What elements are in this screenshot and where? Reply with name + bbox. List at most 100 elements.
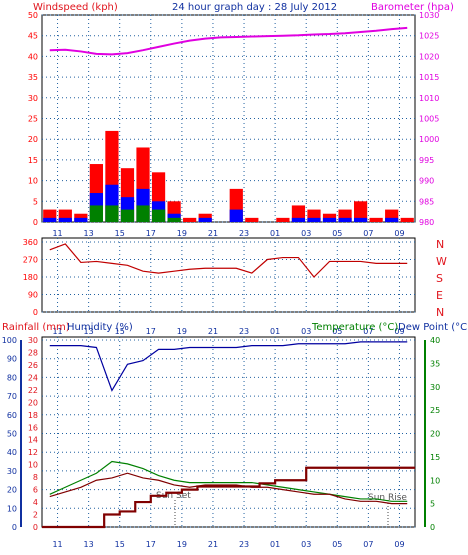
- compass-label: S: [436, 272, 443, 285]
- direction-tick-label: 90: [28, 291, 38, 300]
- rain-tick-label: 22: [28, 386, 38, 395]
- compass-label: N: [436, 306, 444, 319]
- wind-tick-label: 20: [28, 135, 38, 144]
- speed-bar: [385, 217, 399, 222]
- rain-tick-label: 12: [28, 448, 38, 457]
- x-tick-label: 11: [52, 327, 62, 336]
- x-tick-label: 19: [177, 540, 187, 549]
- baro-tick-label: 1025: [419, 32, 439, 41]
- temperature-line: [49, 460, 408, 502]
- barometer-line: [49, 26, 408, 56]
- rain-tick-label: 2: [33, 511, 38, 520]
- average-bar: [136, 205, 150, 222]
- speed-bar: [58, 217, 72, 222]
- compass-label: E: [436, 289, 443, 302]
- baro-tick-label: 1005: [419, 115, 439, 124]
- speed-bar: [43, 217, 57, 222]
- rain-tick-label: 10: [28, 461, 38, 470]
- temp-tick-label: 10: [430, 476, 440, 485]
- x-tick-label: 23: [239, 229, 249, 238]
- baro-tick-label: 985: [419, 197, 434, 206]
- x-tick-label: 05: [332, 540, 342, 549]
- x-tick-label: 01: [270, 229, 280, 238]
- gust-bar: [245, 217, 259, 222]
- wind-tick-label: 15: [28, 156, 38, 165]
- x-tick-label: 15: [115, 229, 125, 238]
- speed-bar: [291, 217, 306, 222]
- x-tick-label: 21: [208, 229, 218, 238]
- humidity-tick-label: 100: [2, 336, 17, 345]
- humidity-tick-label: 10: [7, 504, 17, 513]
- rain-tick-label: 16: [28, 423, 38, 432]
- baro-tick-label: 1020: [419, 52, 439, 61]
- temp-tick-label: 25: [430, 406, 440, 415]
- baro-tick-label: 980: [419, 218, 434, 227]
- rainfall-line: [42, 466, 415, 529]
- x-tick-label: 09: [394, 229, 404, 238]
- x-tick-label: 19: [177, 229, 187, 238]
- rain-tick-label: 6: [33, 486, 38, 495]
- x-tick-label: 07: [363, 540, 373, 549]
- x-tick-label: 05: [332, 327, 342, 336]
- humidity-tick-label: 30: [7, 467, 17, 476]
- speed-bar: [229, 209, 243, 222]
- dewpoint-axis-label: Dew Point (°C): [398, 322, 468, 333]
- speed-bar: [74, 217, 88, 222]
- sunrise-label: Sun Rise: [368, 493, 407, 503]
- sunset-label: Sun Set: [156, 491, 191, 501]
- x-tick-label: 09: [394, 327, 404, 336]
- temp-tick-label: 40: [430, 336, 440, 345]
- speed-bar: [338, 217, 352, 222]
- x-tick-label: 17: [146, 327, 156, 336]
- humidity-axis-label: Humidity (%): [67, 322, 133, 333]
- bottom-plot-area: [41, 336, 416, 528]
- humidity-tick-label: 20: [7, 486, 17, 495]
- x-tick-label: 03: [301, 540, 311, 549]
- baro-tick-label: 1010: [419, 94, 439, 103]
- direction-tick-label: 180: [23, 273, 38, 282]
- speed-bar: [307, 217, 321, 222]
- humidity-tick-label: 40: [7, 448, 17, 457]
- rain-tick-label: 24: [28, 373, 38, 382]
- wind-tick-label: 50: [28, 11, 38, 20]
- average-bar: [89, 205, 104, 222]
- rain-tick-label: 26: [28, 361, 38, 370]
- rain-tick-label: 0: [33, 523, 38, 532]
- temperature-axis-label: Temperature (°C): [311, 322, 398, 333]
- wind-tick-label: 0: [33, 218, 38, 227]
- baro-tick-label: 1015: [419, 73, 439, 82]
- wind-tick-label: 35: [28, 73, 38, 82]
- humidity-tick-label: 70: [7, 392, 17, 401]
- x-tick-label: 07: [363, 327, 373, 336]
- wind-barometer-panel: Windspeed (kph) 24 hour graph day : 28 J…: [28, 2, 454, 238]
- wind-axis-label: Windspeed (kph): [33, 2, 118, 13]
- average-bar: [167, 217, 181, 222]
- x-tick-label: 03: [301, 327, 311, 336]
- humidity-tick-label: 50: [7, 430, 17, 439]
- rain-tick-label: 18: [28, 411, 38, 420]
- x-tick-label: 21: [208, 327, 218, 336]
- barometer-axis-label: Barometer (hpa): [371, 2, 454, 13]
- compass-label: N: [436, 238, 444, 251]
- humidity-tick-label: 0: [12, 523, 17, 532]
- x-tick-label: 11: [52, 229, 62, 238]
- x-tick-label: 15: [115, 327, 125, 336]
- x-tick-label: 11: [52, 540, 62, 549]
- baro-tick-label: 1030: [419, 11, 439, 20]
- temp-tick-label: 30: [430, 383, 440, 392]
- average-bar: [151, 209, 166, 222]
- dewpoint-line: [49, 472, 408, 505]
- x-tick-label: 17: [146, 229, 156, 238]
- wind-tick-label: 25: [28, 115, 38, 124]
- x-tick-label: 05: [332, 229, 342, 238]
- average-bar: [120, 209, 135, 222]
- x-tick-label: 13: [84, 229, 94, 238]
- x-tick-label: 03: [301, 229, 311, 238]
- x-tick-label: 01: [270, 540, 280, 549]
- rain-tick-label: 30: [28, 336, 38, 345]
- mid-plot-area: [41, 237, 416, 313]
- temp-tick-label: 20: [430, 430, 440, 439]
- humidity-tick-label: 80: [7, 373, 17, 382]
- temp-humidity-rain-panel: Rainfall (mm) Humidity (%) Temperature (…: [2, 322, 468, 549]
